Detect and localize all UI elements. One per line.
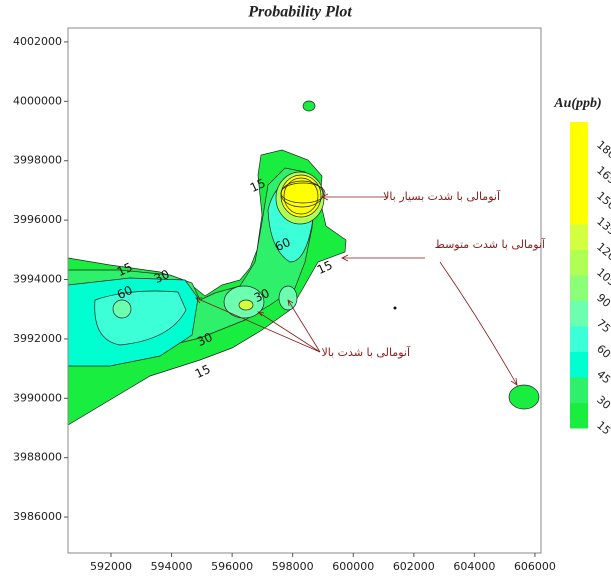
x-tick-label: 592000 <box>90 560 132 573</box>
contour-15 <box>302 100 316 112</box>
contour-75 <box>112 299 132 319</box>
colorbar-swatch <box>570 377 588 403</box>
y-tick-label: 3998000 <box>13 154 62 167</box>
colorbar-label: 150 <box>594 189 611 212</box>
chart-title: Probability Plot <box>247 4 352 21</box>
colorbar-label: 30 <box>594 393 611 412</box>
colorbar-swatch <box>570 198 588 225</box>
arrows <box>195 193 518 386</box>
arrow <box>256 311 321 353</box>
colorbar-label: 60 <box>594 342 611 361</box>
arrow <box>321 193 388 201</box>
contour-label: 60 <box>273 235 293 254</box>
x-tick-label: 602000 <box>393 560 435 573</box>
colorbar-swatch <box>570 249 588 276</box>
contour-label: 15 <box>248 176 268 195</box>
arrow <box>287 299 321 353</box>
colorbar-label: 105 <box>594 266 611 289</box>
colorbar-label: 90 <box>594 291 611 310</box>
y-tick-label: 4002000 <box>13 35 62 48</box>
colorbar-title: Au(ppb) <box>553 96 601 111</box>
contour-label: 60 <box>115 283 135 302</box>
contour-label: 15 <box>193 362 213 381</box>
colorbar-label: 75 <box>594 317 611 336</box>
colorbar-label: 15 <box>594 419 611 438</box>
colorbar-label: 45 <box>594 368 611 387</box>
arrow <box>341 254 425 262</box>
colorbar-label: 180 <box>594 138 611 161</box>
y-tick-label: 3986000 <box>13 510 62 523</box>
y-tick-label: 3990000 <box>13 391 62 404</box>
colorbar-label: 165 <box>594 164 611 187</box>
annotation: آنومالی با شدت متوسط <box>435 237 546 251</box>
colorbar-label: 120 <box>594 240 611 263</box>
y-tick-label: 3996000 <box>13 213 62 226</box>
contour-120 <box>238 299 254 311</box>
x-tick-label: 596000 <box>211 560 253 573</box>
x-tick-label: 598000 <box>272 560 314 573</box>
contour-15 <box>508 384 540 410</box>
colorbar-swatch <box>570 224 588 250</box>
contour-label: 15 <box>115 260 135 279</box>
y-tick-label: 3994000 <box>13 273 62 286</box>
annotation: آنومالی با شدت بسیار بالا <box>383 189 501 203</box>
colorbar-label: 135 <box>594 215 611 238</box>
colorbar-swatch <box>570 402 588 429</box>
colorbar-swatch <box>570 275 588 301</box>
x-tick-label: 594000 <box>151 560 193 573</box>
contour-line <box>283 177 319 215</box>
arrow <box>195 297 321 353</box>
x-tick-label: 600000 <box>332 560 374 573</box>
contour-label: 30 <box>195 330 215 349</box>
x-tick-label: 604000 <box>453 560 495 573</box>
colorbar-swatch <box>570 326 588 352</box>
y-tick-label: 3992000 <box>13 332 62 345</box>
colorbar-swatch <box>570 122 588 148</box>
dot <box>393 306 397 310</box>
contour-label: 30 <box>152 267 172 286</box>
y-tick-label: 3988000 <box>13 451 62 464</box>
contour-label: 15 <box>315 258 335 277</box>
contour-label: 30 <box>252 286 272 305</box>
x-tick-label: 606000 <box>514 560 556 573</box>
annotation: آنومالی با شدت بالا <box>322 345 411 359</box>
colorbar-swatch <box>570 173 588 199</box>
contour-75 <box>278 285 298 311</box>
contour-line <box>280 182 326 204</box>
y-tick-label: 4000000 <box>13 94 62 107</box>
arrow <box>439 261 518 386</box>
plot-frame <box>67 27 542 554</box>
colorbar-swatch <box>570 351 588 378</box>
map <box>67 28 541 553</box>
colorbar-swatch <box>570 147 588 174</box>
colorbar-swatch <box>570 300 588 327</box>
